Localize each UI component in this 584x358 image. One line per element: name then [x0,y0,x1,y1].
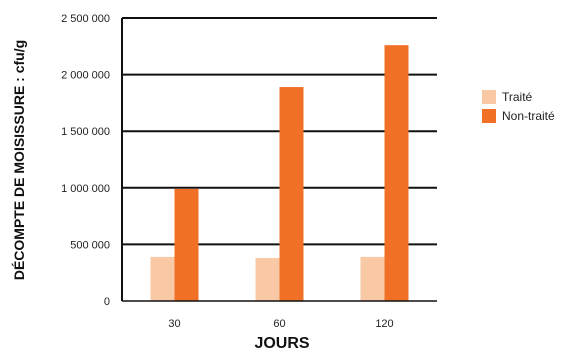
y-tick-label: 1 500 000 [61,126,110,138]
x-tick-label: 60 [273,318,285,330]
y-tick-label: 2 500 000 [61,13,110,25]
legend-label: Non-traité [502,109,555,123]
legend: Traité Non-traité [482,90,555,123]
legend-label: Traité [502,90,533,104]
x-axis-title: JOURS [254,335,309,352]
y-axis-title: DÉCOMPTE DE MOISISSURE : cfu/g [11,40,27,280]
bar [279,87,304,301]
bars [150,45,409,301]
x-tick-label: 120 [375,318,393,330]
y-tick-label: 0 [104,296,110,308]
x-tick-label: 30 [168,318,180,330]
bar [384,45,409,301]
bar [174,188,199,301]
bar [150,256,175,301]
bar [360,256,385,301]
y-tick-labels: 0 500 000 1 000 000 1 500 000 2 000 000 2 500… [61,13,110,308]
y-tick-label: 500 000 [70,239,110,251]
y-tick-label: 1 000 000 [61,183,110,195]
legend-swatch [482,109,496,123]
legend-swatch [482,90,496,104]
axes [121,18,437,302]
bar [255,257,280,301]
x-tick-labels: 30 60 120 [168,318,393,330]
y-tick-label: 2 000 000 [61,70,110,82]
